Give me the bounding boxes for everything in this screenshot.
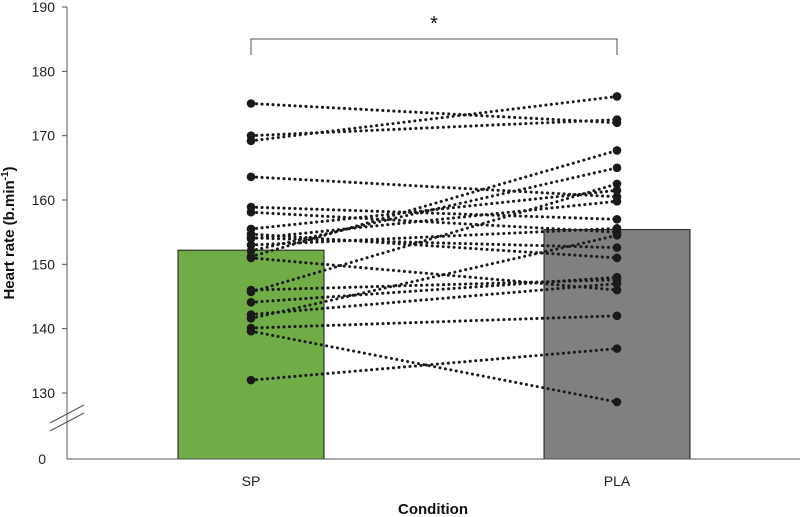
bar-sp xyxy=(177,249,325,460)
point-pla-21 xyxy=(612,285,622,295)
y-ticks-layer: 130 140 150 160 170 180 190 xyxy=(32,0,67,401)
paired-line-20 xyxy=(249,347,619,382)
y-tick-label-180: 180 xyxy=(32,63,56,79)
y-axis-title: Heart rate (b.min-1) xyxy=(0,166,18,299)
point-pla-22 xyxy=(612,196,622,206)
point-sp-4 xyxy=(246,172,256,182)
axis-break-icon xyxy=(49,404,85,432)
paired-line-1 xyxy=(249,102,619,125)
paired-line-5 xyxy=(249,205,619,221)
bars-layer xyxy=(177,229,691,460)
paired-line-14 xyxy=(249,182,619,294)
axes-layer xyxy=(66,7,800,460)
y-tick-label-zero: 0 xyxy=(38,451,46,467)
point-pla-11 xyxy=(612,163,622,173)
points-layer xyxy=(246,92,622,407)
paired-lines-layer xyxy=(249,94,619,404)
point-pla-3 xyxy=(612,92,622,101)
point-sp-1 xyxy=(246,99,256,108)
significance-bracket-line xyxy=(250,38,618,55)
paired-line-19 xyxy=(249,329,619,404)
point-pla-16 xyxy=(612,279,622,288)
y-tick-label-140: 140 xyxy=(32,321,56,337)
y-tick-label-170: 170 xyxy=(32,128,56,144)
point-pla-10 xyxy=(612,224,622,233)
y-axis-title-suffix: ) xyxy=(1,166,18,171)
point-pla-5 xyxy=(612,215,622,224)
paired-line-10 xyxy=(249,226,619,247)
x-tick-label-pla: PLA xyxy=(604,473,631,489)
y-tick-label-190: 190 xyxy=(32,0,56,15)
point-sp-15 xyxy=(246,297,256,307)
paired-line-15 xyxy=(249,275,619,304)
x-tick-label-sp: SP xyxy=(242,473,261,489)
significance-marker: * xyxy=(430,13,438,35)
paired-line-18 xyxy=(249,314,619,330)
paired-line-12 xyxy=(249,148,619,259)
point-pla-7 xyxy=(612,186,622,195)
axis-break-mark-lower xyxy=(49,412,85,432)
point-pla-15 xyxy=(612,272,622,282)
paired-line-3 xyxy=(249,94,619,143)
point-sp-22 xyxy=(246,234,256,243)
point-sp-19 xyxy=(246,326,256,336)
paired-line-4 xyxy=(249,175,619,199)
significance-bracket: * xyxy=(250,13,618,55)
paired-line-13 xyxy=(249,278,619,292)
paired-line-9 xyxy=(249,236,619,250)
paired-line-22 xyxy=(249,199,619,241)
y-axis-title-superscript: -1 xyxy=(0,171,11,180)
x-category-labels: SP PLA xyxy=(242,473,631,489)
y-tick-label-130: 130 xyxy=(32,385,56,401)
point-sp-6 xyxy=(246,207,256,217)
point-pla-18 xyxy=(612,311,622,321)
point-pla-19 xyxy=(612,397,622,407)
y-tick-label-160: 160 xyxy=(32,192,56,208)
point-sp-3 xyxy=(246,136,256,146)
point-pla-17 xyxy=(612,231,622,240)
point-sp-20 xyxy=(246,375,256,385)
paired-line-8 xyxy=(249,232,619,260)
axis-break-mark-upper xyxy=(49,404,85,424)
point-sp-14 xyxy=(246,287,256,297)
point-pla-9 xyxy=(612,243,622,252)
point-pla-2 xyxy=(612,115,622,124)
paired-line-11 xyxy=(249,166,619,253)
bar-pla xyxy=(543,229,691,460)
point-pla-12 xyxy=(612,146,622,155)
y-axis-title-main: Heart rate (b.min xyxy=(1,180,18,299)
point-pla-8 xyxy=(612,253,622,263)
paired-line-16 xyxy=(249,282,619,317)
point-pla-20 xyxy=(612,344,622,353)
y-tick-label-150: 150 xyxy=(32,256,56,272)
paired-line-6 xyxy=(249,210,619,234)
paired-line-7 xyxy=(249,188,619,231)
x-axis-title: Condition xyxy=(398,501,468,517)
paired-line-17 xyxy=(249,233,619,320)
point-pla-14 xyxy=(612,179,622,189)
paired-line-21 xyxy=(249,256,619,292)
point-sp-21 xyxy=(246,253,256,263)
point-sp-17 xyxy=(246,314,256,323)
